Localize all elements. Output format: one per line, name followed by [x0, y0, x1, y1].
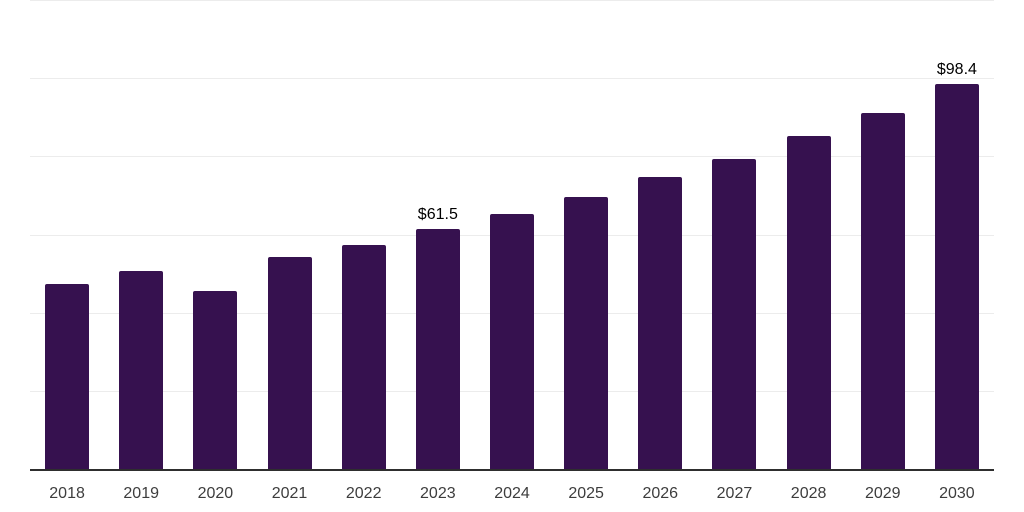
x-tick-label-2029: 2029 — [864, 485, 901, 502]
x-tick-label-2019: 2019 — [123, 485, 159, 502]
x-tick-label-2020: 2020 — [197, 485, 234, 502]
x-tick-label-2026: 2026 — [642, 485, 679, 502]
bar-2018 — [45, 283, 90, 469]
x-tick-label-2027: 2027 — [716, 485, 753, 502]
bar-slot-2024: 2024 — [475, 0, 549, 502]
bar-2028 — [786, 136, 831, 469]
bar-slot-2027: 2027 — [697, 0, 771, 502]
x-tick-label-2023: 2023 — [420, 485, 456, 502]
bar-slot-2025: 2025 — [549, 0, 623, 502]
x-tick-label-2018: 2018 — [49, 485, 85, 502]
bar-slot-2020: 2020 — [178, 0, 252, 502]
bar-2029 — [860, 113, 905, 469]
bar-slot-2019: 2019 — [104, 0, 178, 502]
bar-2030 — [934, 84, 979, 469]
bar-2023 — [415, 228, 460, 469]
bar-slot-2028: 2028 — [772, 0, 846, 502]
bar-2025 — [564, 196, 609, 469]
bar-slot-2026: 2026 — [623, 0, 697, 502]
bar-slot-2029: 2029 — [846, 0, 920, 502]
bar-2024 — [489, 213, 534, 469]
x-tick-label-2028: 2028 — [790, 485, 827, 502]
bar-slot-2023: $61.5 2023 — [401, 0, 475, 502]
plot-area: 2018 2019 2020 2021 2022 $61.5 2023 2024 2025 202… — [30, 0, 994, 512]
x-tick-label-2024: 2024 — [494, 485, 530, 502]
bar-slot-2022: 2022 — [327, 0, 401, 502]
bar-2026 — [638, 177, 683, 469]
gridline-y-120 — [30, 0, 994, 1]
bar-slot-2018: 2018 — [30, 0, 104, 502]
bar-2022 — [341, 245, 386, 469]
bar-slot-2021: 2021 — [252, 0, 326, 502]
bar-2020 — [193, 291, 238, 469]
bar-2021 — [267, 257, 312, 469]
x-tick-label-2021: 2021 — [271, 485, 308, 502]
gridline-y-80 — [30, 156, 994, 158]
bar-slot-2030: $98.4 2030 — [920, 0, 994, 502]
bar-value-label-2023: $61.5 — [417, 205, 458, 223]
bar-2027 — [712, 158, 757, 469]
x-tick-label-2030: 2030 — [939, 485, 975, 502]
bar-value-label-2030: $98.4 — [936, 61, 977, 79]
x-axis-line — [30, 469, 994, 471]
x-tick-label-2022: 2022 — [345, 485, 382, 502]
bar-2019 — [119, 271, 164, 469]
x-tick-label-2025: 2025 — [568, 485, 604, 502]
gridline-y-100 — [30, 78, 994, 80]
